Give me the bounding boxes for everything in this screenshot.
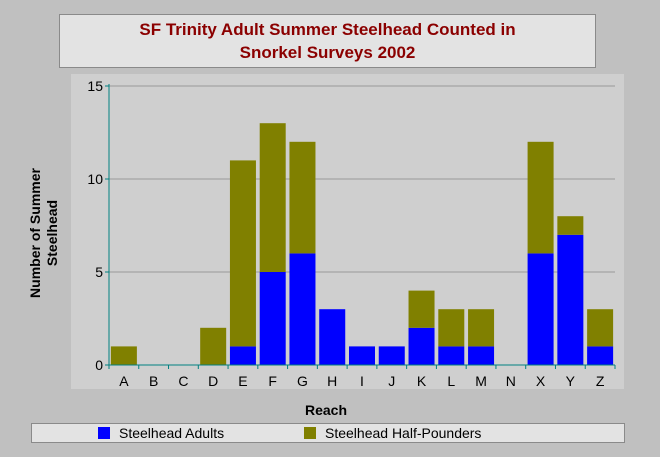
bar-half-pounders-f — [259, 123, 286, 272]
x-tick-label-m: M — [475, 373, 487, 389]
bar-half-pounders-l — [438, 309, 465, 347]
y-axis-label-line-1: Number of Summer — [27, 168, 43, 298]
bar-half-pounders-k — [408, 290, 435, 328]
bar-adults-y — [557, 234, 584, 365]
x-axis-label: Reach — [304, 402, 348, 418]
bar-half-pounders-d — [200, 327, 227, 365]
chart-legend: Steelhead Adults Steelhead Half-Pounders — [31, 423, 625, 443]
chart-title: SF Trinity Adult Summer Steelhead Counte… — [59, 14, 596, 68]
x-tick-label-g: G — [297, 373, 308, 389]
legend-swatch-half-pounders — [304, 427, 316, 439]
bar-adults-l — [438, 346, 465, 365]
bar-adults-m — [468, 346, 495, 365]
bar-adults-f — [259, 272, 286, 365]
bar-adults-g — [289, 253, 316, 365]
legend-label-adults: Steelhead Adults — [119, 425, 225, 441]
x-tick-label-l: L — [447, 373, 455, 389]
x-tick-label-y: Y — [566, 373, 576, 389]
chart-title-line-1: SF Trinity Adult Summer Steelhead Counte… — [139, 20, 516, 39]
x-tick-label-j: J — [388, 373, 395, 389]
x-tick-label-i: I — [360, 373, 364, 389]
x-tick-label-n: N — [506, 373, 516, 389]
bar-adults-z — [587, 346, 614, 365]
x-tick-label-z: Z — [596, 373, 605, 389]
bar-adults-j — [378, 346, 405, 365]
legend-swatch-adults — [98, 427, 110, 439]
bar-half-pounders-z — [587, 309, 614, 347]
legend-item-adults: Steelhead Adults — [98, 425, 224, 441]
x-tick-label-k: K — [417, 373, 427, 389]
y-axis-label-line-2: Steelhead — [44, 199, 60, 267]
bar-adults-k — [408, 327, 435, 365]
x-tick-label-b: B — [149, 373, 158, 389]
y-tick-label-15: 15 — [87, 78, 103, 94]
y-tick-label-0: 0 — [95, 357, 103, 373]
bar-adults-i — [349, 346, 375, 365]
legend-label-half-pounders: Steelhead Half-Pounders — [325, 425, 482, 441]
x-tick-label-d: D — [208, 373, 218, 389]
x-tick-label-a: A — [119, 373, 129, 389]
y-tick-label-5: 5 — [95, 264, 103, 280]
bar-adults-x — [527, 253, 554, 365]
bar-half-pounders-y — [557, 216, 584, 235]
x-tick-label-h: H — [327, 373, 337, 389]
bar-half-pounders-a — [110, 346, 137, 365]
bar-half-pounders-g — [289, 141, 316, 254]
bar-half-pounders-e — [229, 160, 256, 347]
y-tick-label-10: 10 — [87, 171, 103, 187]
x-tick-label-e: E — [238, 373, 247, 389]
y-axis-label: Number of Summer Steelhead — [27, 168, 61, 298]
x-tick-label-c: C — [178, 373, 188, 389]
chart-title-line-2: Snorkel Surveys 2002 — [239, 43, 416, 62]
x-tick-label-f: F — [268, 373, 277, 389]
bar-half-pounders-m — [468, 309, 495, 347]
legend-item-half-pounders: Steelhead Half-Pounders — [304, 425, 481, 441]
x-tick-label-x: X — [536, 373, 546, 389]
bar-half-pounders-x — [527, 141, 554, 254]
bar-adults-e — [229, 346, 256, 365]
bar-adults-h — [319, 309, 346, 365]
